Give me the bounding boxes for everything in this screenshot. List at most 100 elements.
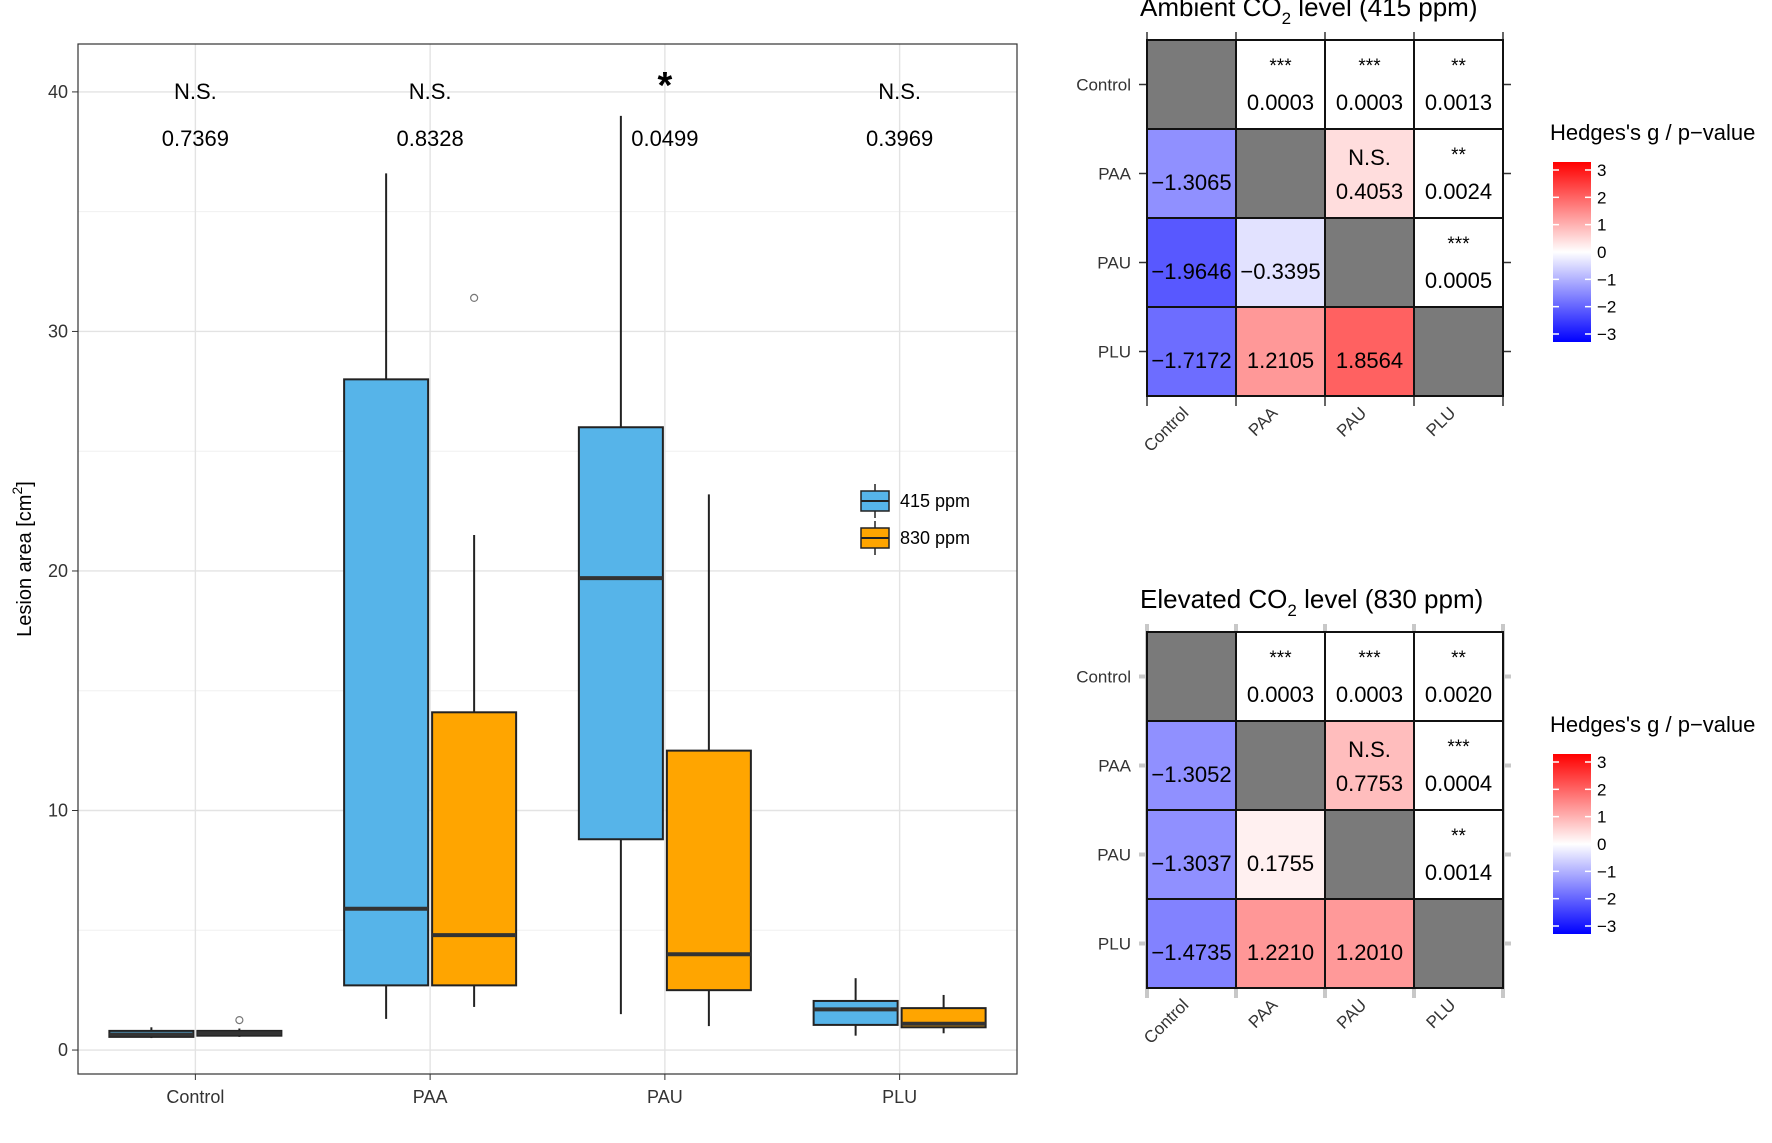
y-tick-label: 0 xyxy=(58,1040,68,1060)
heatmap-col-label: PAA xyxy=(1245,995,1282,1032)
outlier-point xyxy=(235,1016,244,1025)
box-ambient xyxy=(343,378,430,987)
outlier-point xyxy=(470,293,479,303)
heatmap-cell-significance: *** xyxy=(1358,648,1381,669)
heatmap-cell-value: −1.7172 xyxy=(1151,348,1231,373)
heatmap-colorbar-label: 1 xyxy=(1597,216,1606,235)
heatmap-title: Ambient CO2 level (415 ppm) xyxy=(1140,0,1478,28)
heatmap-colorbar-label: −3 xyxy=(1597,917,1616,936)
box-elevated xyxy=(665,749,752,992)
heatmap-col-label: PAU xyxy=(1333,403,1370,440)
heatmap-cell-significance: ** xyxy=(1451,145,1466,166)
heatmap-cell xyxy=(1146,306,1237,397)
heatmap-title-pre: Ambient CO xyxy=(1140,0,1282,22)
x-tick-label: PAU xyxy=(647,1087,683,1107)
heatmap-cell-value: 1.2010 xyxy=(1336,940,1403,965)
plot-border xyxy=(77,43,1018,1075)
heatmap-cell-diagonal xyxy=(1146,39,1237,130)
heatmap-cell-value: 0.0024 xyxy=(1425,179,1492,204)
heatmap-cell xyxy=(1324,898,1415,989)
heatmap-cell-significance: ** xyxy=(1451,56,1466,77)
heatmap-cell xyxy=(1146,809,1237,900)
heatmap-cell-significance: *** xyxy=(1358,56,1381,77)
x-tick-label: Control xyxy=(166,1087,224,1107)
heatmap-cell-diagonal xyxy=(1324,809,1415,900)
p-value-label: 0.7369 xyxy=(162,126,229,151)
heatmap-colorbar-label: −1 xyxy=(1597,270,1616,289)
heatmap-row-label: PLU xyxy=(1098,935,1131,954)
significance-marker: N.S. xyxy=(174,79,217,104)
heatmap-cell-value: −1.3037 xyxy=(1151,851,1231,876)
heatmap-cell-value: 0.0014 xyxy=(1425,860,1492,885)
heatmap-col-label: Control xyxy=(1140,403,1192,455)
heatmap-title: Elevated CO2 level (830 ppm) xyxy=(1140,584,1483,620)
heatmap-col-label: PLU xyxy=(1423,403,1460,440)
heatmap-cell-value: 0.0003 xyxy=(1336,682,1403,707)
heatmap-cell xyxy=(1324,306,1415,397)
heatmap-legend-title: Hedges's g / p−value xyxy=(1550,712,1755,737)
heatmap-cell-diagonal xyxy=(1235,720,1326,811)
heatmap-cell xyxy=(1235,809,1326,900)
heatmap-cell-value: 0.0003 xyxy=(1247,682,1314,707)
heatmap-cell-value: 1.2210 xyxy=(1247,940,1314,965)
heatmap-cell-significance: *** xyxy=(1447,737,1470,758)
heatmap-colorbar xyxy=(1553,754,1591,934)
heatmap-cell-value: −1.3065 xyxy=(1151,170,1231,195)
heatmap-cell-significance: ** xyxy=(1451,648,1466,669)
heatmap-col-label: PLU xyxy=(1423,995,1460,1032)
heatmap-colorbar-label: 0 xyxy=(1597,835,1606,854)
heatmap-cell-value: 0.1755 xyxy=(1247,851,1314,876)
heatmap-legend-title: Hedges's g / p−value xyxy=(1550,120,1755,145)
heatmap-cell xyxy=(1235,631,1326,722)
heatmap-cell-value: 0.0013 xyxy=(1425,90,1492,115)
plot-background xyxy=(78,44,1017,1074)
p-value-label: 0.3969 xyxy=(866,126,933,151)
box-ambient xyxy=(577,426,664,841)
y-tick-label: 10 xyxy=(48,801,68,821)
heatmap-col-label: PAA xyxy=(1245,403,1282,440)
heatmap-colorbar-label: −2 xyxy=(1597,298,1616,317)
heatmap-cell-significance: *** xyxy=(1269,56,1292,77)
heatmap-row-label: Control xyxy=(1076,76,1131,95)
significance-marker: * xyxy=(657,65,672,107)
legend-label: 830 ppm xyxy=(900,528,970,548)
heatmap-cell-value: −0.3395 xyxy=(1240,259,1320,284)
heatmap-cell xyxy=(1413,809,1504,900)
heatmap-col-label: Control xyxy=(1140,995,1192,1047)
significance-marker: N.S. xyxy=(409,79,452,104)
heatmap-colorbar-label: 2 xyxy=(1597,188,1606,207)
heatmap-cell-significance: *** xyxy=(1269,648,1292,669)
heatmap-cell-significance: N.S. xyxy=(1348,737,1391,762)
heatmap-row-label: PAA xyxy=(1098,757,1131,776)
heatmap-colorbar-label: −1 xyxy=(1597,862,1616,881)
heatmap-colorbar-label: −3 xyxy=(1597,325,1616,344)
heatmap-cell xyxy=(1146,128,1237,219)
heatmap-colorbar-label: 0 xyxy=(1597,243,1606,262)
heatmap-cell-value: 0.4053 xyxy=(1336,179,1403,204)
heatmap-cell-significance: *** xyxy=(1447,234,1470,255)
y-axis-label-tail: ] xyxy=(14,481,36,487)
heatmap-cell xyxy=(1413,128,1504,219)
heatmap-title-subscript: 2 xyxy=(1287,601,1296,620)
heatmap-cell-value: 0.0003 xyxy=(1247,90,1314,115)
heatmap-cell xyxy=(1413,39,1504,130)
heatmap-cell xyxy=(1324,631,1415,722)
heatmap-colorbar-label: 3 xyxy=(1597,753,1606,772)
heatmap-cell-value: 1.8564 xyxy=(1336,348,1403,373)
heatmap-cell-value: −1.9646 xyxy=(1151,259,1231,284)
p-value-label: 0.0499 xyxy=(631,126,698,151)
heatmap-colorbar-label: −2 xyxy=(1597,890,1616,909)
heatmap-cell-value: 0.0003 xyxy=(1336,90,1403,115)
heatmap-title-pre: Elevated CO xyxy=(1140,584,1287,614)
heatmap-cell xyxy=(1146,898,1237,989)
heatmap-cell-value: 0.0020 xyxy=(1425,682,1492,707)
heatmap-cell xyxy=(1413,720,1504,811)
heatmap-cell-diagonal xyxy=(1235,128,1326,219)
heatmap-cell-value: 0.0005 xyxy=(1425,268,1492,293)
y-tick-label: 40 xyxy=(48,82,68,102)
legend-label: 415 ppm xyxy=(900,491,970,511)
heatmap-cell xyxy=(1324,128,1415,219)
heatmap-row-label: Control xyxy=(1076,668,1131,687)
boxplot-panel: 0 10 20 30 40 Control PAA PAU PLU Lesion area [cm… xyxy=(9,43,1018,1107)
heatmap-cell-diagonal xyxy=(1146,631,1237,722)
